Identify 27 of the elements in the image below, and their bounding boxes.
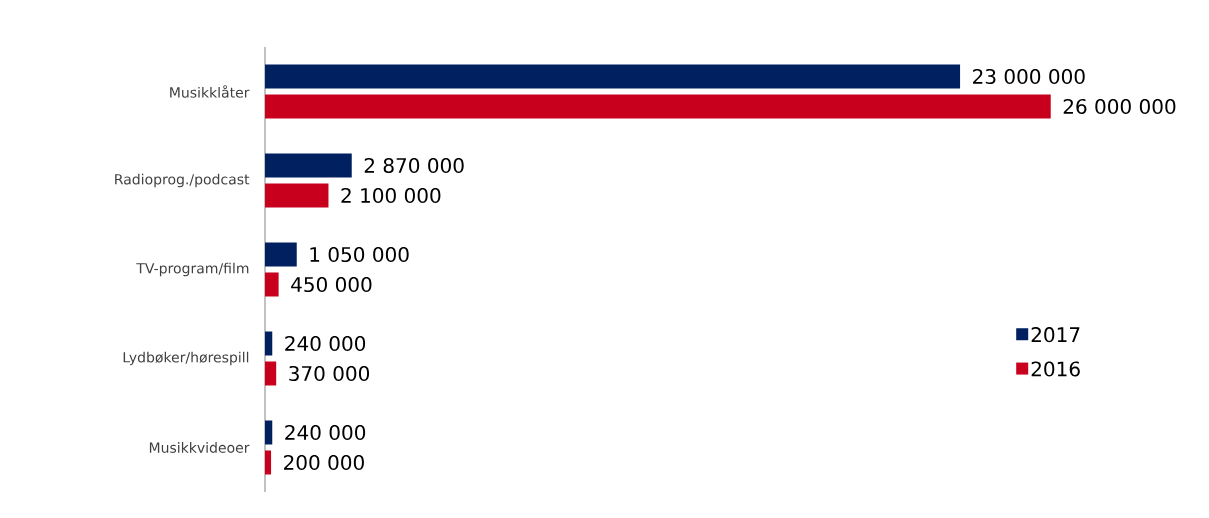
data-label: 240 000 [285,335,366,352]
y-tick-label: Radioprog./podcast [115,173,250,188]
data-label: 200 000 [284,454,364,471]
bar [265,242,297,267]
bar [265,331,273,356]
data-label: 240 000 [285,424,366,441]
data-label: 2 870 000 [364,157,464,174]
bar [265,153,352,178]
y-tick-label: Lydbøker/hørespill [123,351,249,366]
legend-label: 2017 [1031,327,1080,343]
y-tick-label: Musikklåter [170,85,250,98]
data-label: 2 100 000 [341,187,441,204]
bar [265,94,1051,119]
data-label: 23 000 000 [973,68,1085,85]
bar [265,420,273,445]
bar [265,450,272,475]
legend-label: 2016 [1031,361,1080,377]
data-label: 370 000 [289,365,370,382]
y-tick-label: TV-program/film [136,262,249,277]
bar [265,361,277,386]
y-tick-label: Musikkvideoer [149,442,250,453]
bar [265,272,279,297]
data-label: 450 000 [291,276,372,293]
bar [265,64,961,89]
data-label: 26 000 000 [1063,98,1176,115]
data-label: 1 050 000 [310,246,409,263]
bar [265,183,329,208]
